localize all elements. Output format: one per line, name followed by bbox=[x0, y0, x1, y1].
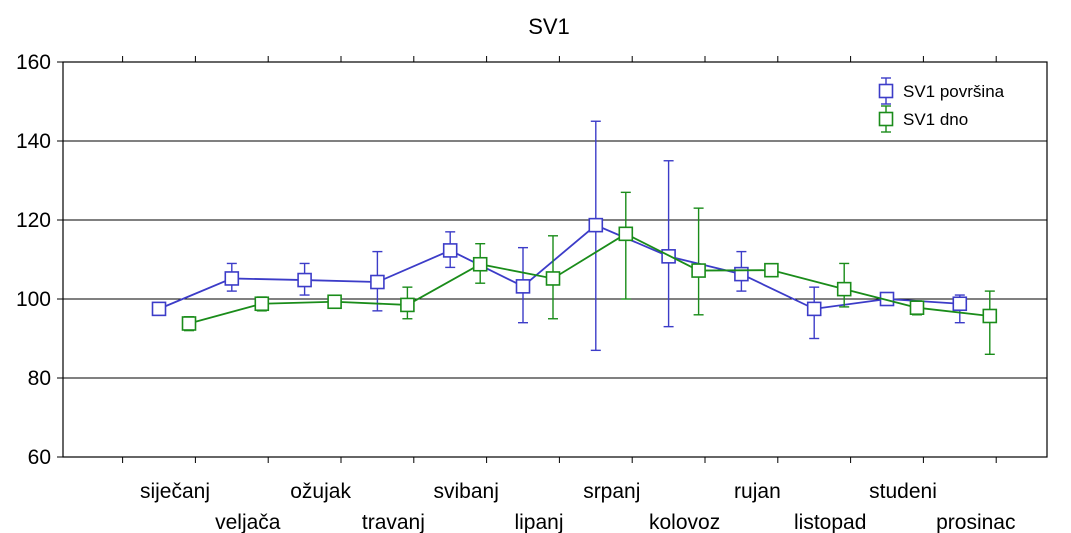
x-tick-label: prosinac bbox=[936, 511, 1015, 533]
x-tick-label: svibanj bbox=[434, 480, 499, 503]
x-tick-label: listopad bbox=[794, 511, 866, 533]
data-point bbox=[370, 274, 385, 290]
data-point bbox=[515, 279, 531, 294]
data-point bbox=[618, 226, 634, 242]
data-point bbox=[151, 301, 167, 317]
y-tick-label: 100 bbox=[16, 288, 51, 311]
data-point bbox=[952, 296, 968, 312]
data-point bbox=[181, 316, 197, 331]
x-tick-label: travanj bbox=[362, 511, 425, 533]
plot-frame bbox=[62, 61, 1048, 458]
data-point bbox=[224, 271, 240, 286]
y-axis: 60 80 100 120 140 160 bbox=[16, 51, 63, 469]
y-tick-label: 160 bbox=[16, 51, 51, 74]
x-tick-label: ožujak bbox=[290, 480, 351, 503]
x-tick-label: siječanj bbox=[140, 480, 210, 503]
series bbox=[151, 120, 998, 355]
chart-title: SV1 bbox=[528, 14, 570, 39]
y-tick-label: 140 bbox=[16, 130, 51, 153]
x-tick-label: rujan bbox=[734, 480, 781, 503]
data-point bbox=[836, 281, 852, 297]
data-point bbox=[982, 308, 998, 324]
y-tick-label: 60 bbox=[28, 446, 51, 469]
data-point bbox=[327, 294, 342, 310]
data-point bbox=[764, 262, 779, 278]
data-point bbox=[588, 217, 604, 233]
x-tick-label: kolovoz bbox=[649, 511, 720, 533]
data-point bbox=[545, 271, 561, 286]
x-tick-label: veljača bbox=[215, 511, 281, 533]
data-point bbox=[806, 301, 822, 317]
legend-marker bbox=[878, 111, 894, 127]
series-line bbox=[158, 224, 960, 310]
data-point bbox=[909, 300, 925, 315]
data-point bbox=[442, 243, 458, 258]
data-point bbox=[691, 263, 706, 278]
y-tick-label: 80 bbox=[28, 367, 51, 390]
legend-item-1: SV1 površina bbox=[878, 77, 1005, 105]
legend-marker bbox=[878, 83, 894, 99]
legend: SV1 površina SV1 dno bbox=[878, 77, 1005, 133]
legend-label: SV1 dno bbox=[903, 110, 968, 129]
x-tick-label: srpanj bbox=[583, 480, 640, 503]
legend-label: SV1 površina bbox=[903, 82, 1005, 101]
series-1 bbox=[151, 120, 968, 352]
x-tick-label: studeni bbox=[869, 480, 937, 503]
data-point bbox=[400, 297, 415, 313]
series-2 bbox=[181, 191, 998, 355]
data-point bbox=[472, 256, 488, 272]
x-tick-label: lipanj bbox=[514, 511, 563, 533]
legend-item-2: SV1 dno bbox=[878, 105, 968, 133]
series-line bbox=[188, 232, 990, 325]
y-tick-label: 120 bbox=[16, 209, 51, 232]
data-point bbox=[254, 296, 270, 312]
data-point bbox=[297, 272, 312, 288]
